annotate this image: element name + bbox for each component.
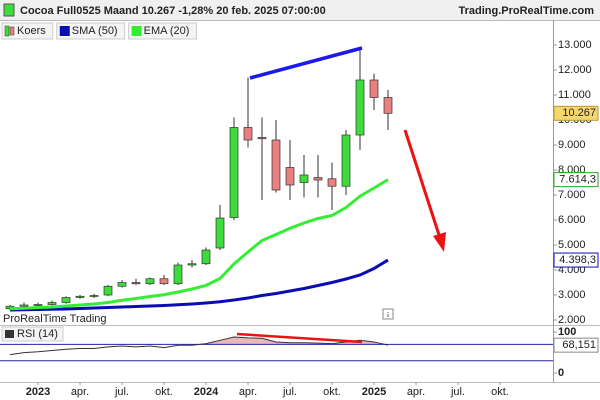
value-label: 4.398,3 <box>559 254 596 266</box>
x-tick-label: okt. <box>323 386 341 398</box>
candle-body <box>257 137 267 140</box>
trend-line <box>249 46 363 80</box>
candle-body <box>75 295 85 298</box>
y-tick-label: 5.000 <box>558 239 586 251</box>
y-tick-label: 100 <box>558 326 576 338</box>
x-tick-label: okt. <box>155 386 173 398</box>
candle-body <box>19 304 29 307</box>
title-bar <box>0 0 600 20</box>
candle-body <box>229 127 239 218</box>
candle-body <box>103 285 113 296</box>
x-tick-label: 2024 <box>194 386 219 398</box>
candle-body <box>89 295 99 297</box>
legend-label: EMA (20) <box>144 25 190 37</box>
legend-label: Koers <box>17 25 46 37</box>
line <box>9 178 389 311</box>
legend-item <box>56 22 126 40</box>
candle-body <box>159 278 169 285</box>
legend-swatch <box>131 26 142 36</box>
value-label-box <box>553 105 599 121</box>
y-tick-label: 12.000 <box>558 64 592 76</box>
info-icon <box>382 308 394 320</box>
x-tick-label: jul. <box>450 386 465 398</box>
candle-body <box>173 264 183 285</box>
candle-body <box>369 79 379 98</box>
divergence-line <box>236 332 363 344</box>
x-tick-label: okt. <box>491 386 509 398</box>
candle-body <box>299 174 309 183</box>
candle-body <box>201 249 211 265</box>
overbought-fill <box>10 337 388 345</box>
legend-swatch <box>9 26 15 36</box>
y-tick-label: 13.000 <box>558 39 592 51</box>
x-tick-label: 2023 <box>26 386 50 398</box>
y-tick-label: 0 <box>558 367 564 379</box>
x-tick-label: apr. <box>239 386 257 398</box>
y-tick-label: 7.000 <box>558 189 586 201</box>
x-tick-label: 2025 <box>362 386 386 398</box>
legend-item <box>1 326 64 342</box>
legend-item <box>128 22 197 40</box>
source: Trading.ProRealTime.com <box>458 5 594 17</box>
value-label: 10.267 <box>562 107 596 119</box>
legend-swatch <box>59 26 70 36</box>
candle-body <box>327 178 337 187</box>
watermark: ProRealTime Trading <box>3 313 107 325</box>
value-label-box <box>553 337 599 353</box>
legend-item <box>1 22 54 40</box>
y-tick-label: 3.000 <box>558 289 586 301</box>
legend-label: SMA (50) <box>72 25 118 37</box>
candle-body <box>117 282 127 287</box>
line <box>9 336 389 356</box>
candle-body <box>383 97 393 114</box>
title-icon <box>3 3 15 17</box>
chart-title: Cocoa Full0525 Maand 10.267 -1,28% 20 fe… <box>20 5 326 17</box>
candle-body <box>145 278 155 285</box>
marks: 2.0003.0004.0005.0006.0007.0008.0009.000… <box>0 22 599 398</box>
y-tick-label: 9.000 <box>558 139 586 151</box>
candle-body <box>285 167 295 186</box>
candle-body <box>131 282 141 285</box>
candle-body <box>47 302 57 305</box>
down-arrow <box>403 129 446 252</box>
x-tick-label: jul. <box>114 386 129 398</box>
legend-swatch <box>4 25 10 37</box>
line <box>9 258 389 312</box>
y-tick-label: 6.000 <box>558 214 586 226</box>
value-label-box <box>553 252 599 268</box>
x-tick-label: jul. <box>282 386 297 398</box>
x-tick-label: apr. <box>71 386 89 398</box>
candle-body <box>187 263 197 266</box>
x-tick-label: apr. <box>407 386 425 398</box>
value-label: 68,151 <box>562 339 596 351</box>
candle-body <box>61 297 71 303</box>
legend-label: RSI (14) <box>17 328 58 340</box>
legend-swatch <box>5 330 14 338</box>
value-label: 7.614,3 <box>559 174 596 186</box>
candle-body <box>271 139 281 191</box>
candle-body <box>33 304 43 306</box>
value-label-box <box>553 172 599 188</box>
y-tick-label: 2.000 <box>558 314 586 326</box>
candle-body <box>243 127 253 141</box>
candle-body <box>355 79 365 136</box>
candle-body <box>215 217 225 249</box>
y-tick-label: 11.000 <box>558 89 591 101</box>
candle-body <box>341 134 351 187</box>
candle-body <box>313 177 323 181</box>
